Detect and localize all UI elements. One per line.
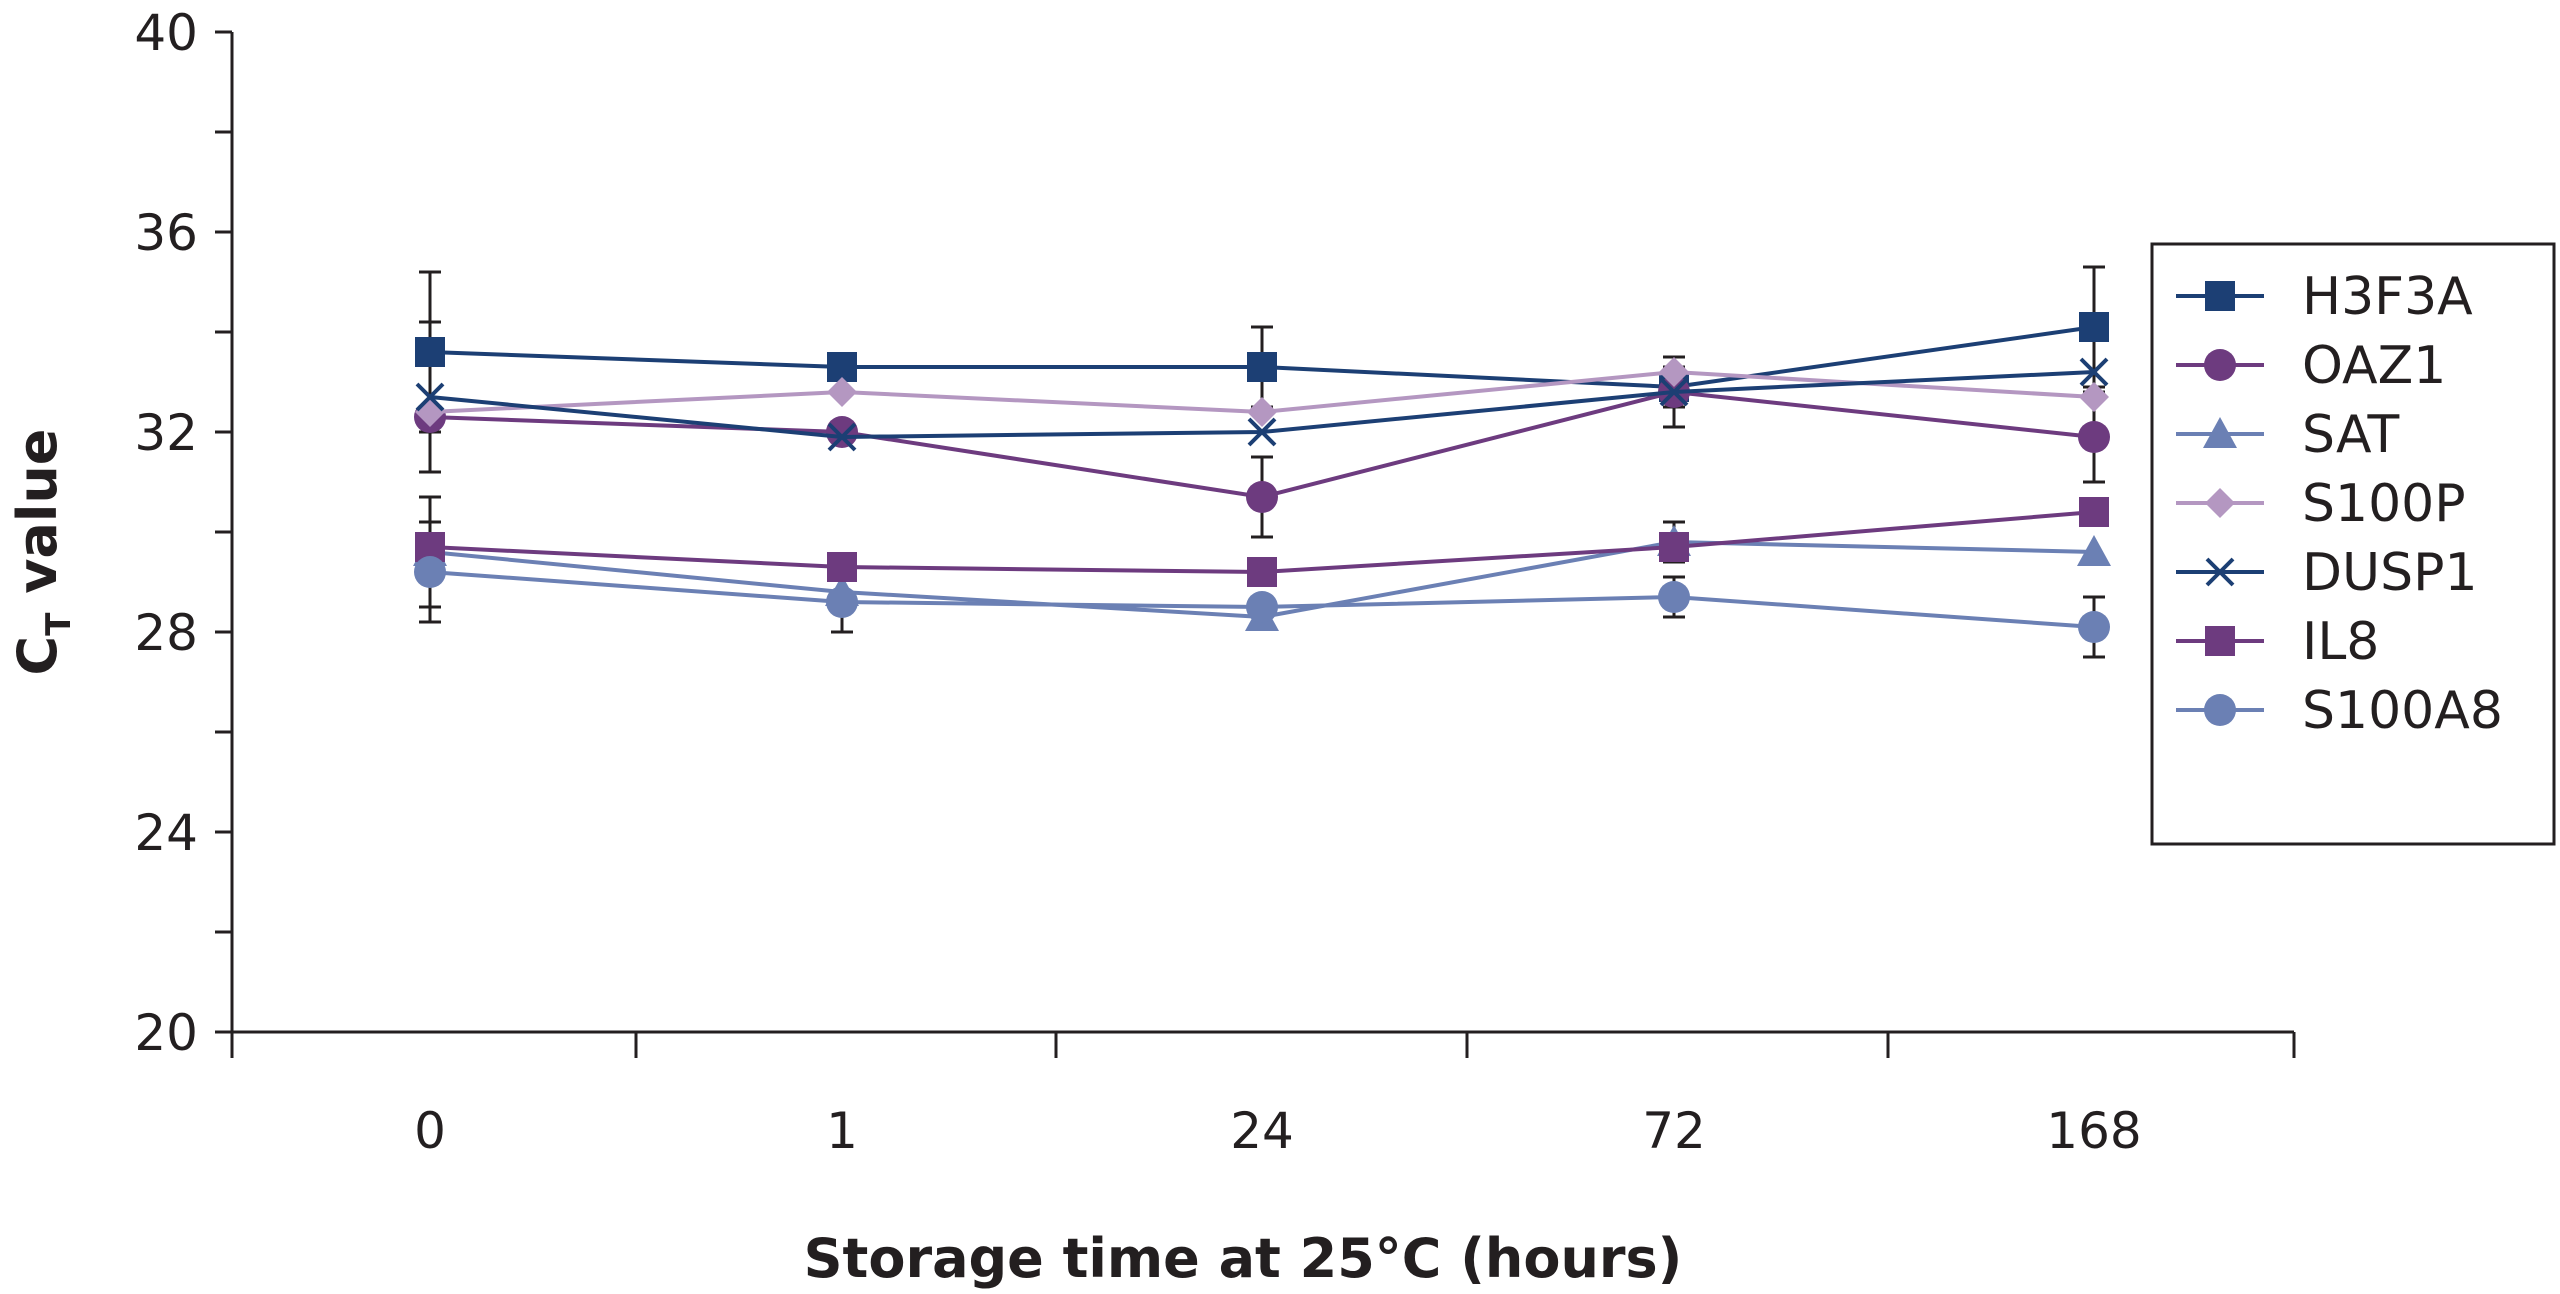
data-point (827, 552, 857, 582)
legend-marker (2205, 488, 2235, 518)
data-point (1246, 591, 1278, 623)
marker-stroke (415, 382, 445, 412)
data-point (415, 337, 445, 367)
plot-area (413, 265, 2111, 659)
y-tick-label: 24 (134, 804, 198, 862)
x-tick-label: 0 (414, 1102, 446, 1160)
data-point (827, 377, 857, 407)
series-s100a8 (414, 556, 2110, 643)
data-point (2079, 312, 2109, 342)
legend-label: SAT (2302, 405, 2400, 465)
legend-label: IL8 (2302, 612, 2379, 672)
x-tick-label: 1 (826, 1102, 858, 1160)
data-point (1659, 377, 1689, 407)
series-s100p (415, 357, 2109, 427)
legend-item-dusp1: DUSP1 (2176, 543, 2478, 603)
legend-item-s100p: S100P (2176, 474, 2466, 534)
legend-label: S100P (2302, 474, 2466, 534)
legend-marker (2205, 626, 2235, 656)
data-point (2079, 382, 2109, 412)
marker-stroke (1659, 377, 1689, 407)
legend-marker (2204, 349, 2236, 381)
x-tick-label: 168 (2046, 1102, 2141, 1160)
data-point (826, 416, 858, 448)
data-point (1659, 532, 1689, 562)
data-point (2078, 611, 2110, 643)
marker-stroke (2205, 557, 2235, 587)
y-tick-label: 40 (134, 4, 198, 62)
series-il8 (415, 497, 2109, 587)
series-h3f3a (415, 312, 2109, 402)
data-point (1247, 417, 1277, 447)
axes: 20 24 28 32 36 40 0 1 24 72 168 (134, 4, 2296, 1160)
x-tick-label: 24 (1230, 1102, 1294, 1160)
y-axis-title: CT value (6, 429, 79, 676)
legend-item-oaz1: OAZ1 (2176, 336, 2446, 396)
data-point (1247, 397, 1277, 427)
legend: H3F3A OAZ1 SAT S100P DUSP1 IL8 S100A8 (2150, 242, 2556, 846)
legend-item-h3f3a: H3F3A (2176, 267, 2473, 327)
data-point (2079, 357, 2109, 387)
data-point (415, 382, 445, 412)
data-point (1247, 557, 1277, 587)
data-point (2079, 497, 2109, 527)
data-point (2078, 421, 2110, 453)
data-point (827, 422, 857, 452)
legend-label: DUSP1 (2302, 543, 2478, 603)
y-axis-title-subscript: T (39, 612, 79, 636)
x-tick-label: 72 (1642, 1102, 1706, 1160)
series-dusp1 (415, 357, 2109, 452)
legend-marker (2205, 281, 2235, 311)
data-point (1659, 357, 1689, 387)
y-tick-label: 20 (134, 1004, 198, 1062)
marker-stroke (1247, 417, 1277, 447)
y-tick-label: 36 (134, 204, 198, 262)
legend-marker (2204, 694, 2236, 726)
legend-item-s100a8: S100A8 (2176, 681, 2503, 741)
data-point (1247, 352, 1277, 382)
legend-label: OAZ1 (2302, 336, 2446, 396)
legend-item-il8: IL8 (2176, 612, 2379, 672)
legend-box (2150, 242, 2556, 846)
legend-label: H3F3A (2302, 267, 2473, 327)
legend-item-sat: SAT (2176, 405, 2400, 465)
legend-marker (2205, 557, 2235, 587)
y-tick-label: 28 (134, 604, 198, 662)
data-point (1658, 581, 1690, 613)
data-point (2077, 535, 2111, 566)
data-point (1246, 481, 1278, 513)
data-point (414, 556, 446, 588)
legend-label: S100A8 (2302, 681, 2503, 741)
x-axis-title: Storage time at 25°C (hours) (804, 1227, 1683, 1290)
data-point (826, 586, 858, 618)
y-axis-title-rest: value (6, 429, 69, 613)
legend-marker (2203, 417, 2237, 448)
y-axis-title-main: C (6, 636, 69, 676)
marker-stroke (2079, 357, 2109, 387)
y-tick-label: 32 (134, 404, 198, 462)
marker-stroke (827, 422, 857, 452)
